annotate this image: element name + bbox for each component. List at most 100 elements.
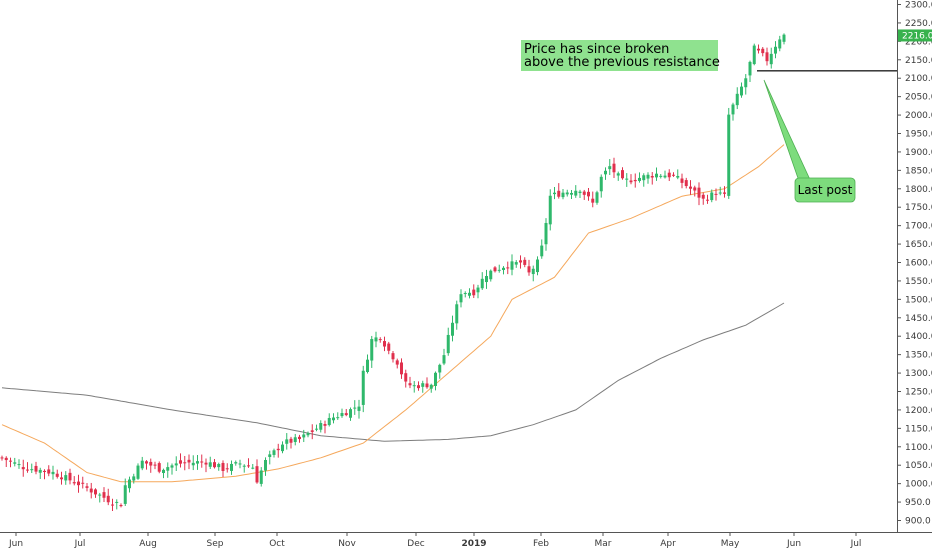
y-tick-label: 900.0 (905, 517, 931, 527)
candle-body (251, 467, 255, 469)
candle-body (523, 259, 527, 265)
y-tick-label: 2200.0 (905, 37, 932, 47)
candle-body (531, 268, 535, 275)
candle-body (400, 362, 403, 375)
candle-body (548, 195, 552, 225)
candle-body (272, 450, 276, 455)
candle-body (255, 466, 259, 483)
x-tick-label: Aug (139, 539, 157, 549)
candle-body (672, 174, 675, 176)
candle-body (81, 482, 85, 484)
candle-body (344, 413, 348, 416)
candle-body (289, 438, 293, 443)
candle-body (285, 439, 289, 444)
candle-body (391, 353, 395, 360)
candle-body (136, 465, 140, 479)
candle-body (493, 267, 497, 272)
candle-body (230, 463, 233, 471)
candle-body (519, 260, 522, 263)
candle-body (38, 469, 42, 473)
candle-body (213, 462, 216, 468)
candle-body (327, 417, 331, 426)
candle-body (463, 293, 467, 295)
candle-body (349, 409, 352, 418)
y-tick-label: 2000.0 (905, 111, 932, 121)
candle-body (697, 187, 701, 198)
candle-body (128, 479, 131, 489)
candle-body (200, 461, 204, 463)
y-tick-label: 1050.0 (905, 461, 932, 471)
candle-body (319, 423, 323, 430)
candle-body (689, 186, 692, 189)
candle-body (701, 194, 705, 199)
candle-body (374, 337, 378, 342)
candle-body (714, 193, 718, 195)
candle-body (387, 343, 391, 351)
candle-body (735, 93, 739, 106)
candle-body (26, 469, 29, 471)
candle-body (727, 114, 731, 196)
candle-body (638, 177, 641, 181)
candle-body (234, 462, 238, 464)
candle-body (30, 469, 34, 471)
candle-body (774, 46, 777, 54)
candle-body (64, 475, 68, 481)
x-axis[interactable]: Jun Jul Aug Sep Oct Nov Dec 2019 Feb Mar Apr May Jun… (8, 532, 861, 549)
candle-body (455, 304, 459, 324)
y-tick-label: 1650.0 (905, 240, 932, 250)
candle-body (676, 175, 680, 178)
last-price-label: 2216.0 (902, 31, 932, 41)
y-tick-label: 1550.0 (905, 277, 932, 287)
y-tick-label: 2050.0 (905, 93, 932, 103)
y-tick-label: 1750.0 (905, 203, 932, 213)
candle-body (514, 262, 518, 265)
candle-body (752, 45, 756, 65)
candle-body (323, 423, 327, 426)
candle-body (204, 462, 208, 465)
y-axis[interactable]: 900.0 950.0 1000.0 1050.0 1100.0 1150.0 1200.0… (897, 1, 932, 527)
candle-body (111, 504, 114, 506)
candle-body (761, 48, 765, 54)
x-tick-label: 2019 (461, 539, 486, 549)
candle-body (353, 407, 357, 409)
plot-background[interactable] (0, 0, 897, 532)
candle-body (306, 433, 310, 436)
plot-area[interactable] (0, 0, 932, 533)
candle-body (60, 477, 63, 480)
candle-body (502, 267, 505, 271)
candle-body (625, 178, 629, 180)
x-tick-label: Jun (786, 539, 801, 549)
candle-body (604, 170, 607, 175)
candle-body (459, 294, 463, 303)
candle-body (434, 372, 437, 387)
y-tick-label: 1000.0 (905, 480, 932, 490)
candle-body (217, 464, 221, 468)
candle-body (693, 187, 697, 191)
candle-body (485, 275, 488, 283)
candle-body (574, 190, 578, 196)
candle-body (451, 322, 454, 336)
x-tick-label: Oct (269, 539, 285, 549)
candle-body (34, 465, 38, 472)
candles (0, 33, 786, 511)
candle-body (557, 190, 561, 197)
candle-body (336, 417, 340, 419)
candle-body (408, 383, 412, 386)
candle-body (765, 52, 769, 62)
candle-body (264, 459, 267, 471)
candle-body (370, 339, 374, 361)
candle-body (421, 383, 425, 387)
candle-body (480, 278, 484, 289)
candle-body (582, 191, 586, 195)
candle-body (17, 464, 21, 466)
callout-box (794, 177, 856, 203)
candle-body (208, 462, 212, 467)
candle-body (425, 383, 429, 388)
candle-body (710, 192, 714, 201)
candle-body (757, 48, 760, 51)
candle-body (68, 472, 72, 481)
candle-body (595, 192, 599, 203)
candle-body (174, 463, 178, 466)
candle-body (13, 462, 17, 464)
x-tick-label: Sep (207, 539, 224, 549)
